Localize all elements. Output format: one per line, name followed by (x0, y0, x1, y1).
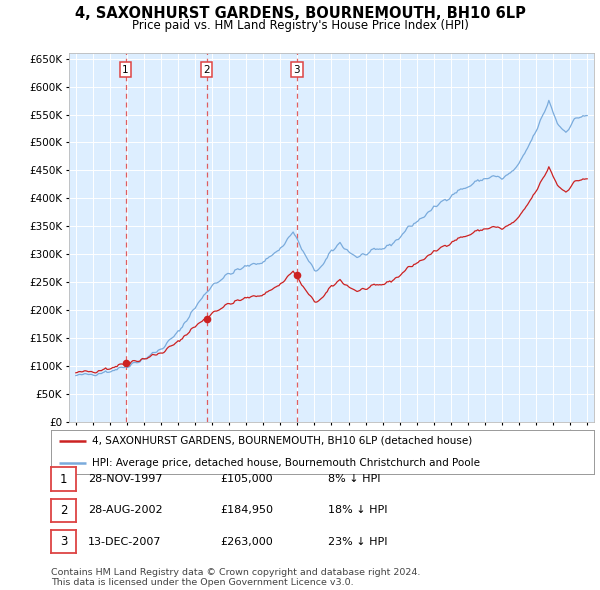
Text: 3: 3 (60, 535, 67, 548)
Text: 13-DEC-2007: 13-DEC-2007 (88, 537, 162, 546)
Text: 18% ↓ HPI: 18% ↓ HPI (328, 506, 388, 515)
Text: Price paid vs. HM Land Registry's House Price Index (HPI): Price paid vs. HM Land Registry's House … (131, 19, 469, 32)
Text: 2: 2 (60, 504, 67, 517)
Text: £105,000: £105,000 (220, 474, 273, 484)
Text: £184,950: £184,950 (220, 506, 273, 515)
Text: 1: 1 (60, 473, 67, 486)
Text: 8% ↓ HPI: 8% ↓ HPI (328, 474, 381, 484)
Text: HPI: Average price, detached house, Bournemouth Christchurch and Poole: HPI: Average price, detached house, Bour… (92, 458, 480, 468)
Text: 28-NOV-1997: 28-NOV-1997 (88, 474, 163, 484)
Text: 4, SAXONHURST GARDENS, BOURNEMOUTH, BH10 6LP (detached house): 4, SAXONHURST GARDENS, BOURNEMOUTH, BH10… (92, 435, 472, 445)
Text: 4, SAXONHURST GARDENS, BOURNEMOUTH, BH10 6LP: 4, SAXONHURST GARDENS, BOURNEMOUTH, BH10… (74, 6, 526, 21)
Text: 1: 1 (122, 65, 129, 75)
Text: 28-AUG-2002: 28-AUG-2002 (88, 506, 163, 515)
Text: £263,000: £263,000 (220, 537, 273, 546)
Text: 3: 3 (293, 65, 300, 75)
Text: 2: 2 (203, 65, 210, 75)
Text: Contains HM Land Registry data © Crown copyright and database right 2024.
This d: Contains HM Land Registry data © Crown c… (51, 568, 421, 587)
Text: 23% ↓ HPI: 23% ↓ HPI (328, 537, 388, 546)
